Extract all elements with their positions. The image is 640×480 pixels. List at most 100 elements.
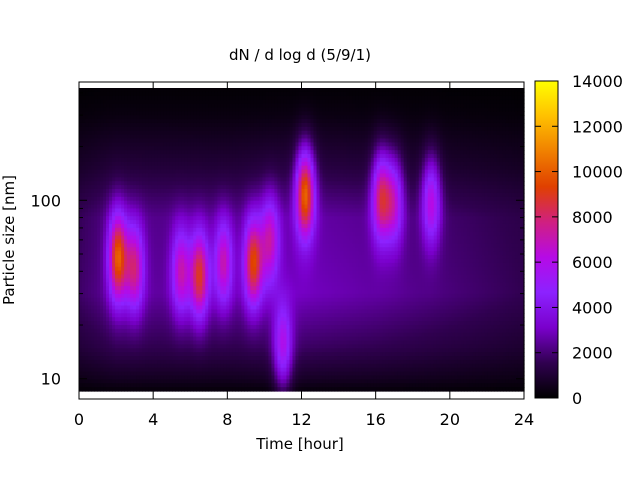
heatmap-cell [241, 134, 245, 140]
heatmap-cell [91, 185, 95, 190]
heatmap-cell [130, 251, 134, 256]
heatmap-cell [118, 161, 122, 167]
heatmap-cell [250, 340, 254, 345]
heatmap-cell [151, 200, 155, 206]
heatmap-cell [115, 371, 119, 377]
heatmap-cell [172, 243, 176, 248]
heatmap-cell [142, 88, 146, 93]
heatmap-cell [229, 305, 233, 311]
heatmap-cell [109, 107, 113, 112]
heatmap-cell [85, 130, 89, 136]
heatmap-cell [124, 340, 128, 345]
heatmap-cell [166, 247, 170, 252]
heatmap-cell [163, 157, 167, 163]
heatmap-cell [79, 107, 83, 112]
heatmap-cell [244, 313, 248, 318]
heatmap-cell [106, 99, 110, 105]
heatmap-cell [133, 243, 137, 248]
heatmap-cell [175, 119, 179, 124]
heatmap-cell [250, 220, 254, 225]
heatmap-cell [175, 138, 179, 143]
heatmap-cell [184, 363, 188, 369]
heatmap-cell [253, 239, 257, 244]
heatmap-cell [196, 367, 200, 373]
heatmap-cell [79, 165, 83, 171]
heatmap-cell [154, 231, 158, 237]
heatmap-cell [202, 119, 206, 124]
heatmap-cell [220, 359, 224, 365]
heatmap-cell [166, 115, 170, 120]
heatmap-cell [103, 301, 107, 307]
heatmap-cell [214, 379, 218, 384]
heatmap-cell [220, 293, 224, 299]
heatmap-cell [172, 375, 176, 380]
heatmap-cell [148, 262, 152, 268]
heatmap-cell [160, 309, 164, 314]
heatmap-cell [121, 251, 125, 256]
heatmap-cell [160, 328, 164, 334]
heatmap-cell [244, 204, 248, 210]
heatmap-cell [166, 200, 170, 206]
heatmap-cell [205, 270, 209, 276]
heatmap-cell [247, 274, 251, 279]
heatmap-cell [229, 243, 233, 248]
heatmap-cell [214, 122, 218, 128]
heatmap-cell [187, 134, 191, 140]
heatmap-cell [244, 227, 248, 233]
heatmap-cell [154, 235, 158, 241]
heatmap-cell [103, 383, 107, 388]
heatmap-cell [220, 200, 224, 206]
heatmap-cell [232, 200, 236, 206]
heatmap-cell [250, 103, 254, 109]
heatmap-cell [181, 177, 185, 182]
heatmap-cell [190, 189, 194, 194]
heatmap-cell [181, 208, 185, 213]
heatmap-cell [208, 216, 212, 221]
heatmap-cell [220, 189, 224, 194]
heatmap-cell [238, 212, 242, 217]
heatmap-cell [97, 317, 101, 322]
heatmap-cell [133, 274, 137, 279]
heatmap-cell [214, 297, 218, 303]
heatmap-cell [100, 157, 104, 163]
heatmap-cell [157, 282, 161, 287]
heatmap-cell [196, 344, 200, 349]
heatmap-cell [229, 161, 233, 167]
heatmap-cell [100, 138, 104, 143]
heatmap-cell [223, 379, 227, 384]
heatmap-cell [247, 286, 251, 291]
heatmap-cell [82, 293, 86, 299]
heatmap-cell [82, 192, 86, 198]
heatmap-cell [250, 227, 254, 233]
heatmap-cell [199, 142, 203, 147]
heatmap-cell [91, 344, 95, 349]
heatmap-cell [193, 255, 197, 260]
heatmap-cell [82, 282, 86, 287]
heatmap-cell [190, 344, 194, 349]
heatmap-cell [88, 255, 92, 260]
heatmap-cell [193, 340, 197, 345]
heatmap-cell [187, 258, 191, 264]
heatmap-cell [112, 293, 116, 299]
heatmap-cell [94, 223, 98, 229]
heatmap-cell [109, 196, 113, 202]
heatmap-cell [202, 352, 206, 357]
heatmap-cell [226, 309, 230, 314]
heatmap-cell [79, 91, 83, 97]
heatmap-cell [88, 212, 92, 217]
heatmap-cell [130, 387, 134, 392]
heatmap-cell [85, 258, 89, 264]
heatmap-cell [163, 185, 167, 190]
heatmap-cell [241, 255, 245, 260]
heatmap-cell [85, 297, 89, 303]
heatmap-cell [208, 359, 212, 365]
heatmap-cell [220, 270, 224, 276]
heatmap-cell [94, 157, 98, 163]
heatmap-cell [94, 258, 98, 264]
heatmap-cell [214, 115, 218, 120]
heatmap-cell [223, 227, 227, 233]
heatmap-cell [196, 99, 200, 105]
heatmap-cell [121, 336, 125, 342]
heatmap-cell [175, 282, 179, 287]
heatmap-cell [82, 344, 86, 349]
